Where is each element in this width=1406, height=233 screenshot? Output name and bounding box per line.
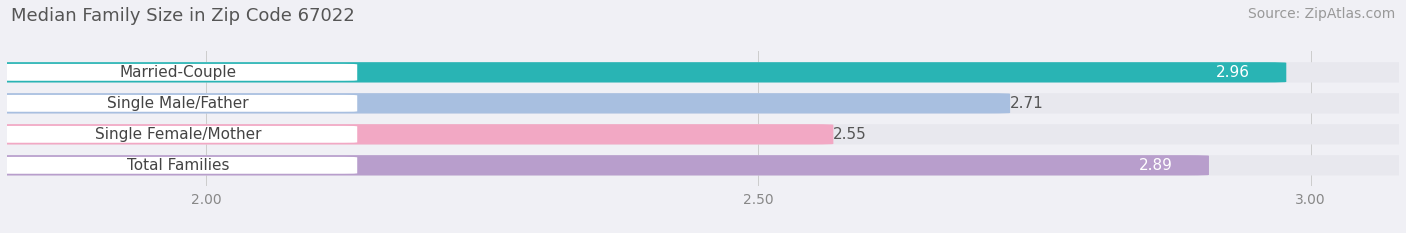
Text: 2.71: 2.71	[1010, 96, 1043, 111]
FancyBboxPatch shape	[0, 157, 357, 174]
Text: 2.89: 2.89	[1139, 158, 1173, 173]
FancyBboxPatch shape	[0, 124, 834, 144]
FancyBboxPatch shape	[0, 62, 1286, 82]
Text: Single Female/Mother: Single Female/Mother	[96, 127, 262, 142]
FancyBboxPatch shape	[0, 126, 357, 143]
FancyBboxPatch shape	[0, 93, 1010, 113]
Text: 2.96: 2.96	[1216, 65, 1250, 80]
FancyBboxPatch shape	[0, 124, 1406, 144]
Text: Married-Couple: Married-Couple	[120, 65, 236, 80]
Text: Single Male/Father: Single Male/Father	[107, 96, 249, 111]
FancyBboxPatch shape	[0, 95, 357, 112]
Text: Median Family Size in Zip Code 67022: Median Family Size in Zip Code 67022	[11, 7, 354, 25]
FancyBboxPatch shape	[0, 93, 1406, 113]
Text: 2.55: 2.55	[834, 127, 868, 142]
FancyBboxPatch shape	[0, 155, 1406, 175]
FancyBboxPatch shape	[0, 155, 1209, 175]
FancyBboxPatch shape	[0, 62, 1406, 82]
FancyBboxPatch shape	[0, 64, 357, 81]
Text: Source: ZipAtlas.com: Source: ZipAtlas.com	[1247, 7, 1395, 21]
Text: Total Families: Total Families	[127, 158, 229, 173]
